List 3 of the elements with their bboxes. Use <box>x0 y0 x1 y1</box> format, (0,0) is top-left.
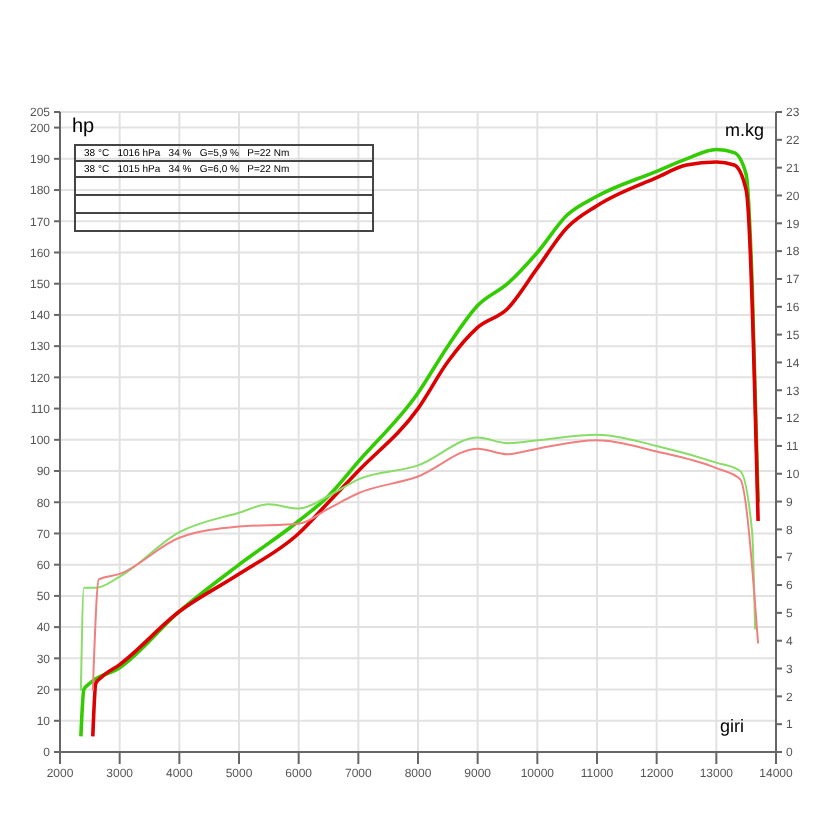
y2-axis-title: m.kg <box>724 120 764 140</box>
y-axis-title: hp <box>72 116 95 138</box>
x-axis-title: giri <box>719 716 744 736</box>
